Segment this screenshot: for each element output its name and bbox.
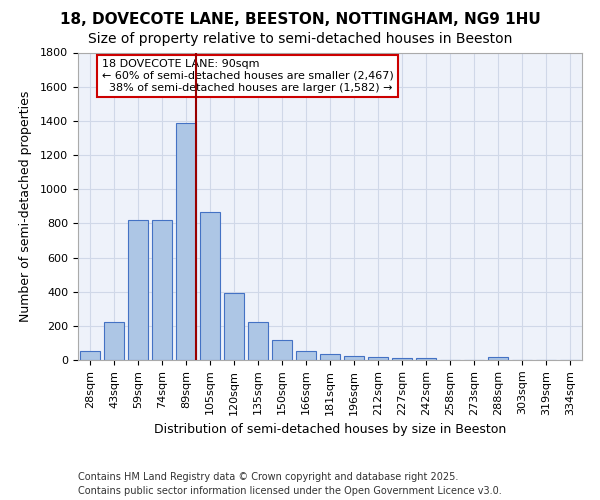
Bar — [272, 340, 292, 360]
Bar — [152, 220, 172, 360]
Text: Contains HM Land Registry data © Crown copyright and database right 2025.: Contains HM Land Registry data © Crown c… — [78, 472, 458, 482]
Bar — [488, 358, 508, 360]
Text: Contains public sector information licensed under the Open Government Licence v3: Contains public sector information licen… — [78, 486, 502, 496]
Text: Size of property relative to semi-detached houses in Beeston: Size of property relative to semi-detach… — [88, 32, 512, 46]
Bar — [104, 322, 124, 360]
Bar — [344, 356, 364, 360]
Bar — [392, 358, 412, 360]
Bar — [320, 354, 340, 360]
Bar — [416, 358, 436, 360]
Y-axis label: Number of semi-detached properties: Number of semi-detached properties — [19, 90, 32, 322]
Bar — [296, 352, 316, 360]
Text: 18 DOVECOTE LANE: 90sqm
← 60% of semi-detached houses are smaller (2,467)
  38% : 18 DOVECOTE LANE: 90sqm ← 60% of semi-de… — [101, 60, 393, 92]
Bar — [224, 292, 244, 360]
Bar — [200, 212, 220, 360]
Bar — [368, 358, 388, 360]
Bar — [128, 220, 148, 360]
Bar — [80, 352, 100, 360]
Bar — [176, 122, 196, 360]
X-axis label: Distribution of semi-detached houses by size in Beeston: Distribution of semi-detached houses by … — [154, 423, 506, 436]
Text: 18, DOVECOTE LANE, BEESTON, NOTTINGHAM, NG9 1HU: 18, DOVECOTE LANE, BEESTON, NOTTINGHAM, … — [59, 12, 541, 28]
Bar — [248, 322, 268, 360]
